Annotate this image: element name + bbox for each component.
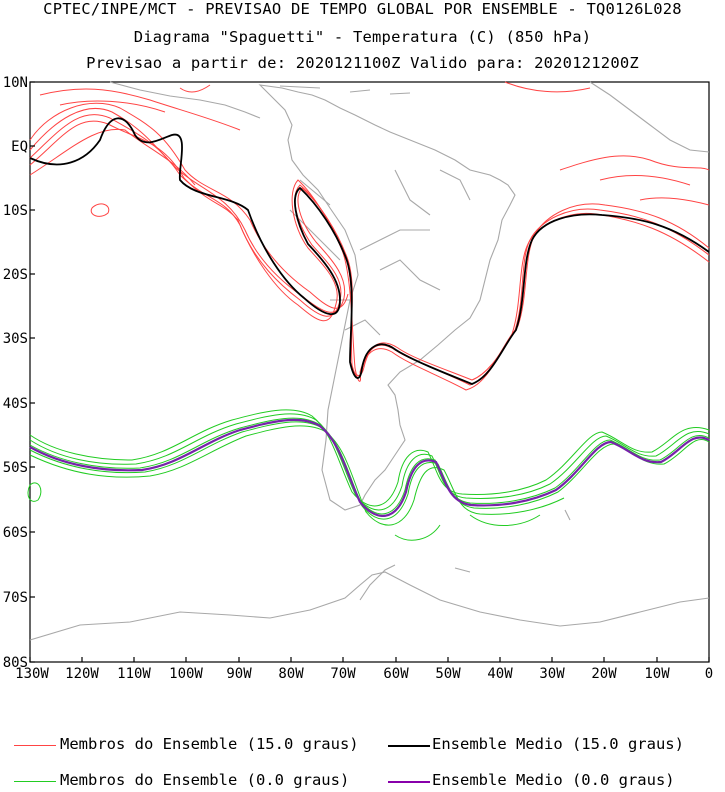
lon-label: 130W [15, 666, 49, 682]
lat-label: 40S [3, 396, 28, 412]
lon-label: 110W [117, 666, 151, 682]
cold-member-blob [27, 482, 541, 541]
lat-label: 30S [3, 331, 28, 347]
caribbean-islands [279, 85, 411, 95]
lat-label: 10S [3, 203, 28, 219]
cold-member-line [29, 417, 710, 515]
legend-swatch-warm-mean [388, 745, 430, 747]
warm-member-blob-east [559, 155, 710, 206]
antarctic-peninsula [359, 564, 396, 601]
map-frame [29, 81, 710, 663]
lon-label: 50W [435, 666, 461, 682]
warm-member-line [29, 102, 349, 309]
cold-member-line [29, 409, 710, 507]
lat-label: 80S [3, 655, 28, 671]
warm-ensemble-mean-line [29, 117, 710, 385]
chart-title-line1: CPTEC/INPE/MCT - PREVISAO DE TEMPO GLOBA… [43, 0, 682, 18]
lon-label: 20W [591, 666, 617, 682]
legend-label-warm-members: Membros do Ensemble (15.0 graus) [60, 735, 359, 753]
legend-swatch-warm-members [14, 745, 56, 746]
legend-label-cold-members: Membros do Ensemble (0.0 graus) [60, 771, 350, 789]
africa-coast [589, 81, 710, 153]
lat-axis [30, 81, 35, 663]
lon-axis [29, 657, 710, 662]
chart-title-line2: Diagrama "Spaguetti" - Temperatura (C) (… [133, 28, 592, 46]
cold-ensemble-mean-line [29, 418, 710, 518]
lat-label: 50S [3, 460, 28, 476]
south-america-coast [258, 84, 516, 511]
coastlines [29, 81, 710, 641]
lat-label: 10N [3, 75, 28, 91]
legend-label-warm-mean: Ensemble Medio (15.0 graus) [432, 735, 684, 753]
lon-label: 80W [278, 666, 304, 682]
cold-member-line [29, 425, 565, 526]
lat-label: 70S [3, 590, 28, 606]
central-america-coast [109, 81, 261, 119]
lon-label: 30W [539, 666, 565, 682]
lon-label: 70W [330, 666, 356, 682]
lon-labels: 130W 120W 110W 100W 90W 80W 70W 60W 50W … [15, 666, 713, 682]
warm-member-island [90, 81, 591, 217]
lon-label: 40W [487, 666, 513, 682]
lon-label: 10W [644, 666, 670, 682]
lat-label: 60S [3, 525, 28, 541]
warm-member-blob-north [39, 84, 241, 131]
legend-swatch-cold-mean [388, 781, 430, 783]
chart-title-line3: Previsao a partir de: 2020121100Z Valido… [86, 54, 639, 72]
cold-member-line [29, 413, 710, 511]
antarctica-coast [29, 571, 710, 641]
lat-labels: 10N EQ 10S 20S 30S 40S 50S 60S 70S 80S [3, 75, 28, 671]
lon-label: 120W [65, 666, 99, 682]
lat-label: EQ [11, 139, 28, 155]
lon-label: 90W [226, 666, 252, 682]
warm-member-line [29, 107, 710, 381]
lon-label: 60W [383, 666, 409, 682]
legend-swatch-cold-members [14, 781, 56, 782]
south-georgia [454, 509, 571, 573]
lon-label: 0 [705, 666, 713, 682]
legend-label-cold-mean: Ensemble Medio (0.0 graus) [432, 771, 675, 789]
lon-label: 100W [169, 666, 203, 682]
lat-label: 20S [3, 267, 28, 283]
